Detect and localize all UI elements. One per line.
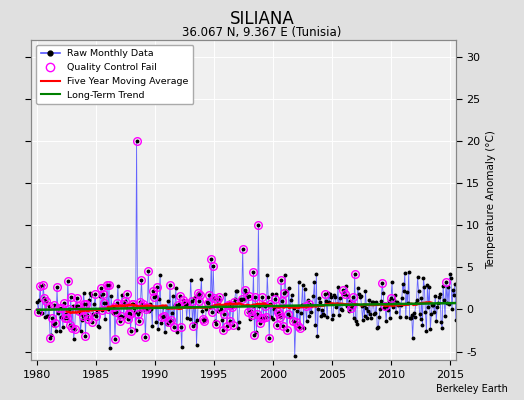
Text: 36.067 N, 9.367 E (Tunisia): 36.067 N, 9.367 E (Tunisia) xyxy=(182,26,342,39)
Text: Berkeley Earth: Berkeley Earth xyxy=(436,384,508,394)
Text: SILIANA: SILIANA xyxy=(230,10,294,28)
Y-axis label: Temperature Anomaly (°C): Temperature Anomaly (°C) xyxy=(486,130,496,270)
Legend: Raw Monthly Data, Quality Control Fail, Five Year Moving Average, Long-Term Tren: Raw Monthly Data, Quality Control Fail, … xyxy=(36,45,193,104)
